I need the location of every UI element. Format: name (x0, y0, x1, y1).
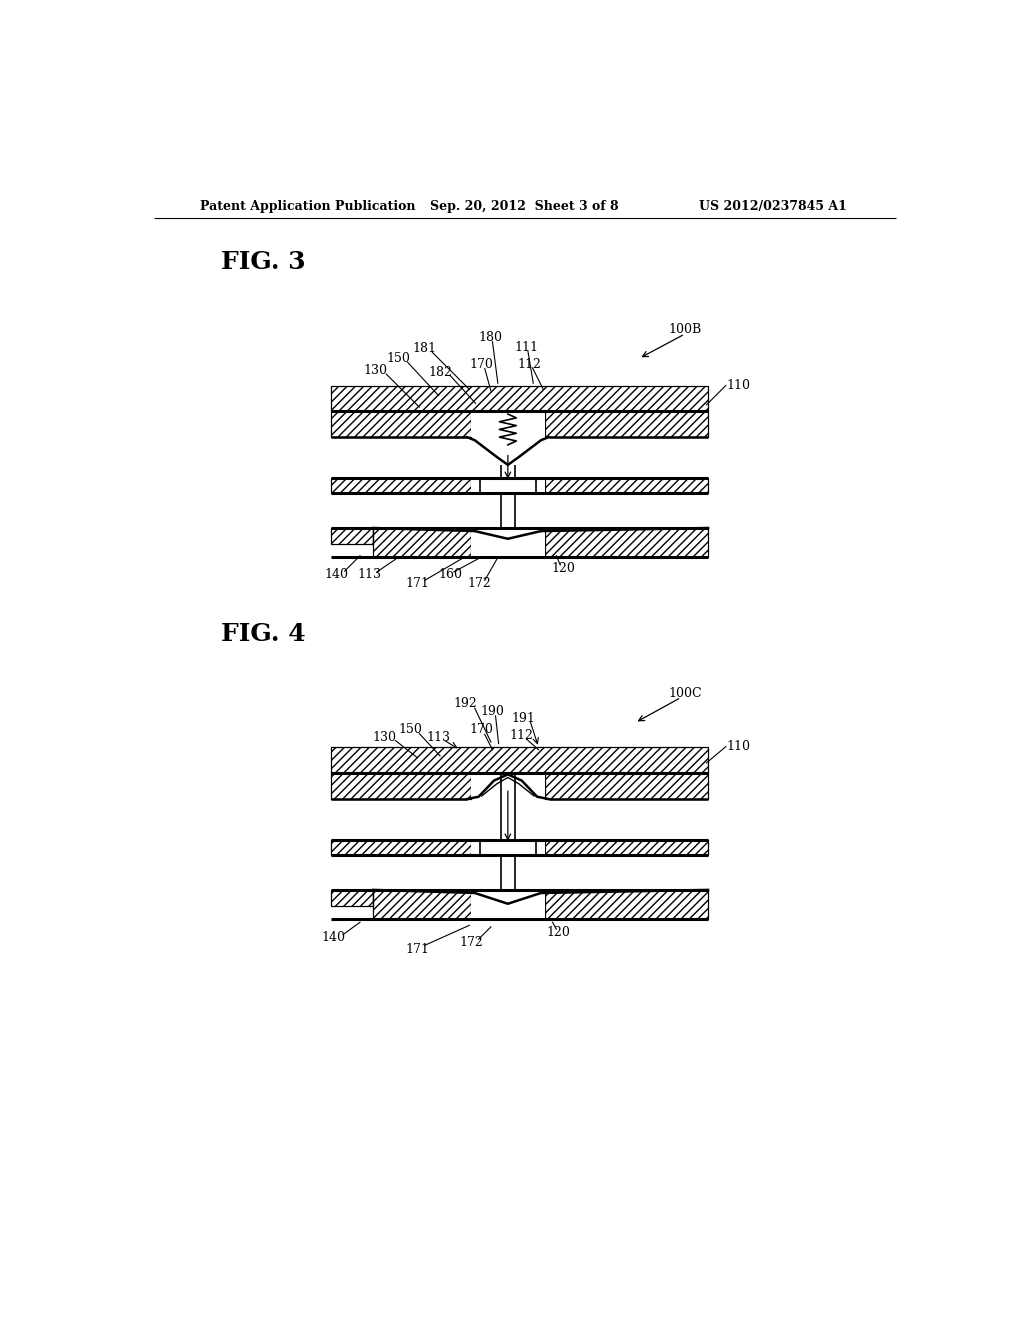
Bar (471, 890, 545, 919)
Text: 140: 140 (322, 931, 345, 944)
Text: 110: 110 (727, 741, 751, 754)
Bar (331, 890, 373, 906)
Text: 172: 172 (468, 577, 492, 590)
Text: 191: 191 (511, 713, 536, 726)
Text: 100B: 100B (669, 323, 701, 335)
Text: 170: 170 (470, 358, 494, 371)
Bar (471, 478, 545, 494)
Text: Sep. 20, 2012  Sheet 3 of 8: Sep. 20, 2012 Sheet 3 of 8 (430, 199, 620, 213)
Bar (471, 411, 545, 437)
Text: 180: 180 (479, 330, 503, 343)
Bar (331, 840, 471, 855)
Bar (331, 747, 708, 774)
Bar (331, 478, 471, 494)
Bar (545, 774, 708, 799)
Text: 181: 181 (413, 342, 436, 355)
Text: 112: 112 (517, 358, 542, 371)
Bar (331, 774, 471, 799)
Bar (545, 840, 708, 855)
Text: 160: 160 (438, 568, 462, 581)
Text: 112: 112 (510, 730, 534, 742)
Text: 171: 171 (406, 577, 430, 590)
Text: 192: 192 (454, 697, 477, 710)
Text: 190: 190 (480, 705, 505, 718)
Bar (373, 528, 471, 557)
Text: 120: 120 (551, 561, 575, 574)
Text: 120: 120 (547, 925, 570, 939)
Text: 182: 182 (428, 366, 452, 379)
Bar (545, 528, 708, 557)
Text: US 2012/0237845 A1: US 2012/0237845 A1 (698, 199, 847, 213)
Text: 140: 140 (325, 568, 348, 581)
Text: 130: 130 (364, 364, 387, 378)
Text: 130: 130 (373, 731, 396, 744)
Text: 171: 171 (406, 944, 429, 957)
Bar (331, 528, 373, 544)
Text: 170: 170 (470, 723, 494, 737)
Text: 100C: 100C (668, 686, 701, 700)
Text: 111: 111 (514, 341, 539, 354)
Bar (331, 385, 708, 411)
Text: Patent Application Publication: Patent Application Publication (200, 199, 416, 213)
Text: 150: 150 (387, 352, 411, 366)
Bar (471, 840, 545, 855)
Text: FIG. 3: FIG. 3 (221, 251, 306, 275)
Bar (471, 528, 545, 557)
Text: 150: 150 (398, 723, 422, 737)
Text: 113: 113 (357, 568, 381, 581)
Bar (545, 411, 708, 437)
Text: 110: 110 (727, 379, 751, 392)
Text: FIG. 4: FIG. 4 (221, 622, 306, 647)
Bar (545, 478, 708, 494)
Bar (373, 890, 471, 919)
Bar (471, 774, 545, 799)
Text: 113: 113 (427, 731, 451, 744)
Text: 172: 172 (459, 936, 482, 949)
Bar (545, 890, 708, 919)
Bar (331, 411, 471, 437)
